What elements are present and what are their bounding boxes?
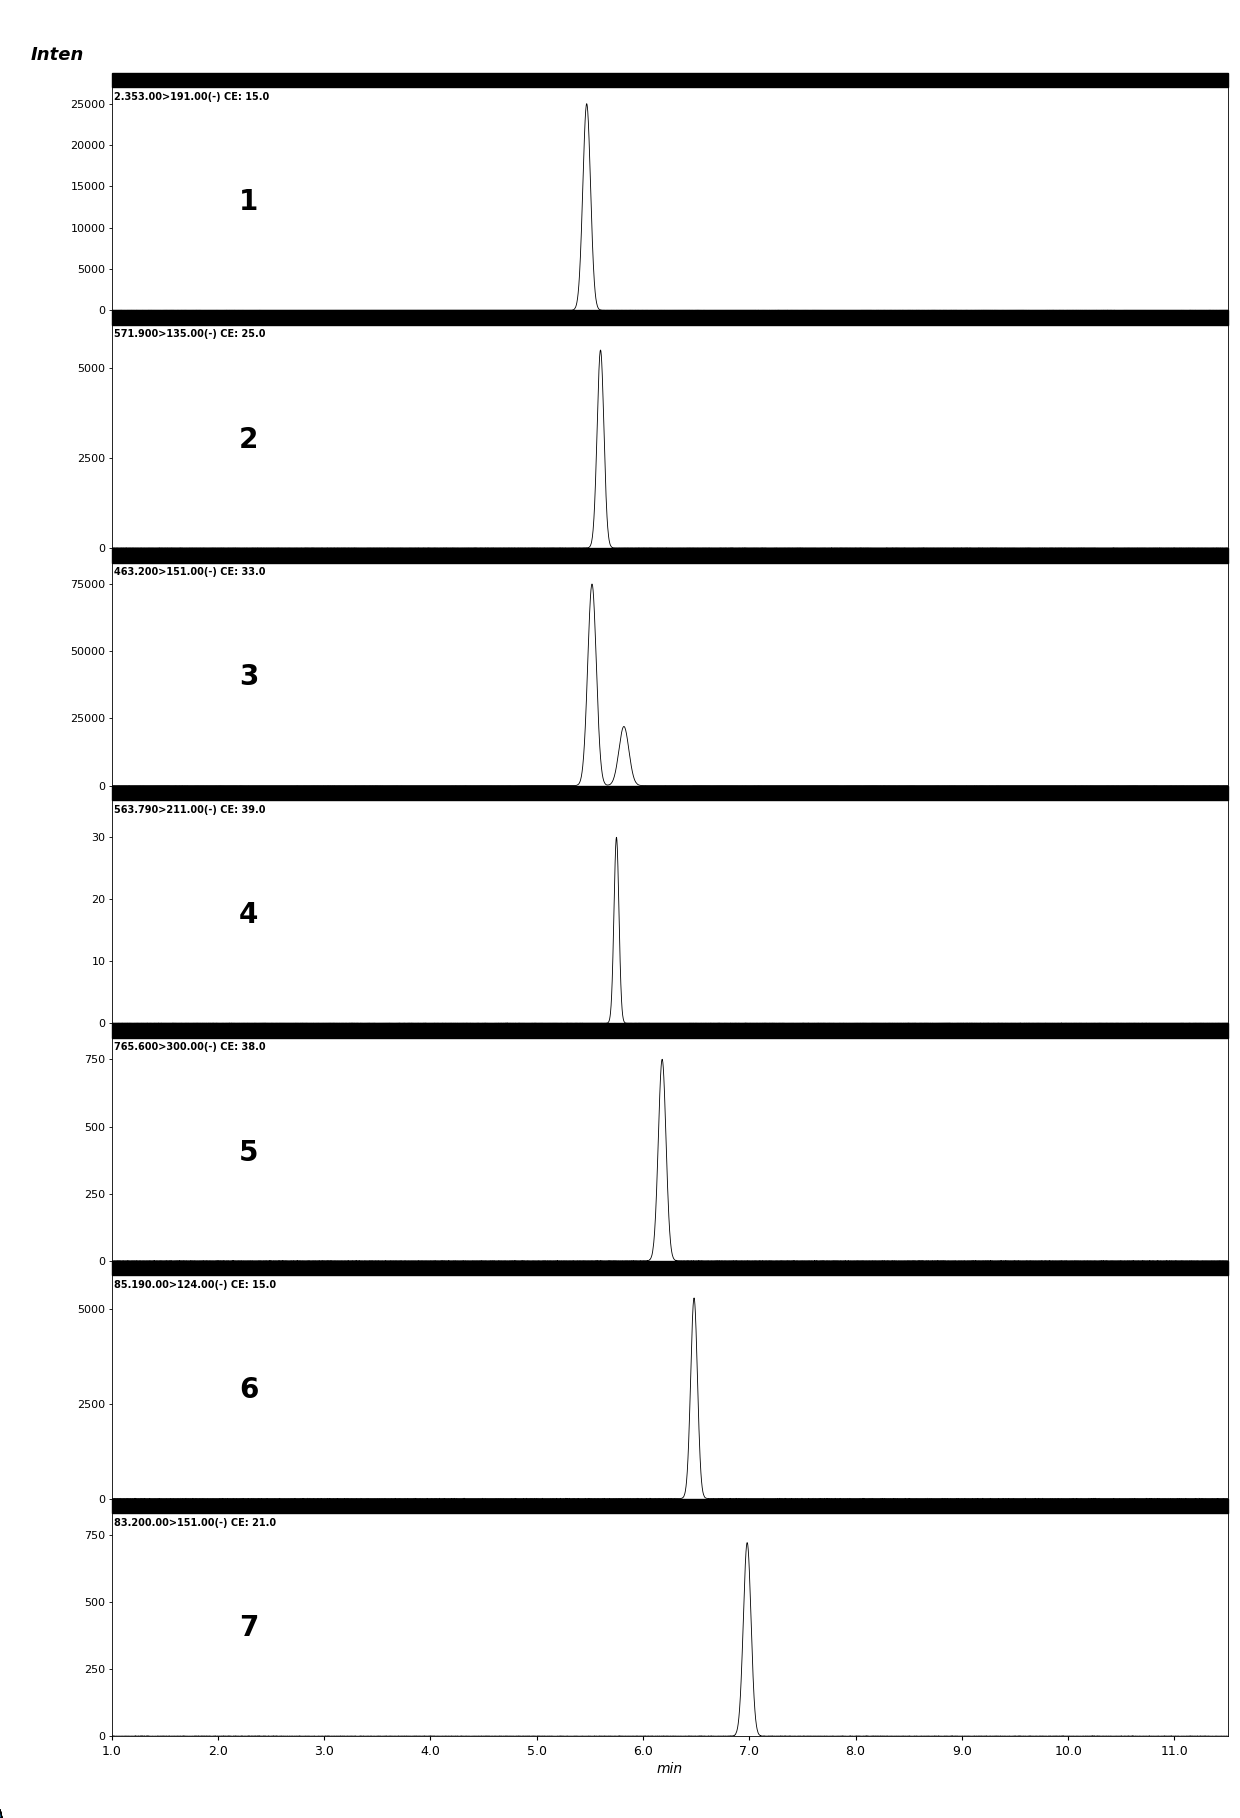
Text: 765.600>300.00(-) CE: 38.0: 765.600>300.00(-) CE: 38.0 bbox=[114, 1042, 265, 1053]
Text: 6: 6 bbox=[239, 1376, 258, 1403]
Text: 1: 1 bbox=[239, 187, 258, 216]
Text: 83.200.00>151.00(-) CE: 21.0: 83.200.00>151.00(-) CE: 21.0 bbox=[114, 1518, 275, 1527]
Text: 563.790>211.00(-) CE: 39.0: 563.790>211.00(-) CE: 39.0 bbox=[114, 805, 265, 814]
Text: 85.190.00>124.00(-) CE: 15.0: 85.190.00>124.00(-) CE: 15.0 bbox=[114, 1280, 275, 1291]
Text: 7: 7 bbox=[239, 1614, 258, 1642]
Text: 4: 4 bbox=[239, 902, 258, 929]
Text: 463.200>151.00(-) CE: 33.0: 463.200>151.00(-) CE: 33.0 bbox=[114, 567, 265, 576]
Text: 3: 3 bbox=[239, 664, 258, 691]
Text: 2: 2 bbox=[239, 425, 258, 454]
Text: 571.900>135.00(-) CE: 25.0: 571.900>135.00(-) CE: 25.0 bbox=[114, 329, 265, 340]
X-axis label: min: min bbox=[656, 1762, 683, 1776]
Text: 2.353.00>191.00(-) CE: 15.0: 2.353.00>191.00(-) CE: 15.0 bbox=[114, 91, 269, 102]
Text: Inten: Inten bbox=[31, 45, 84, 64]
Text: 5: 5 bbox=[239, 1138, 259, 1167]
